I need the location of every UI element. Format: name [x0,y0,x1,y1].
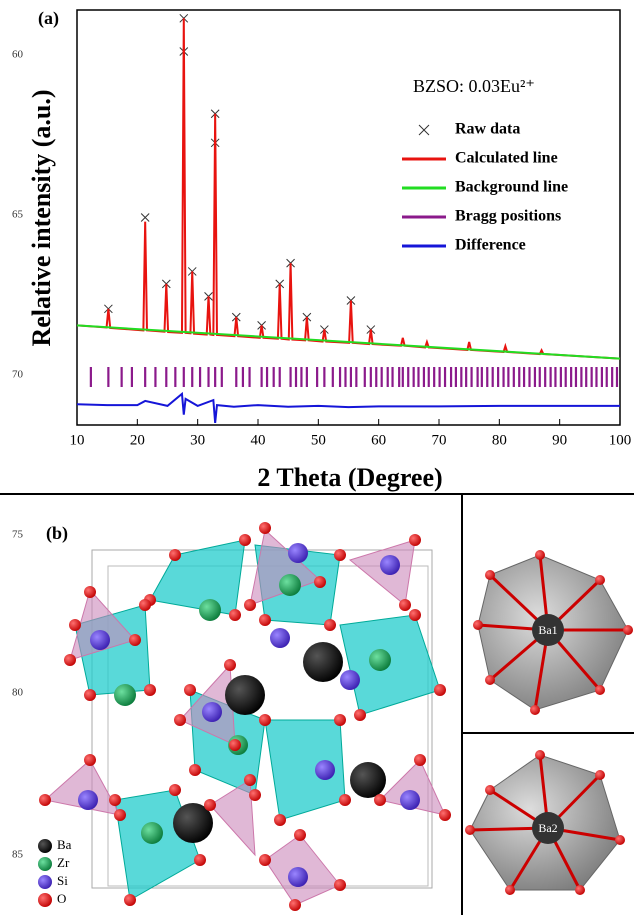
panel-label: (b) [46,523,68,544]
legend-swatch [38,857,52,871]
atom-zr [114,684,136,706]
x-tick-label: 50 [311,432,326,448]
legend-label: Difference [455,237,526,254]
line-number: 65 [12,209,24,221]
atom-si [90,630,110,650]
raw-point [140,213,150,222]
chart: (a) BZSO: 0.03Eu²⁺ 2 Theta (Degree) Rela… [27,8,631,492]
polyhedron [209,779,256,857]
legend-label: Raw data [455,121,520,138]
legend-label: Background line [455,179,568,196]
oxygen-atoms [39,522,451,911]
atom-ba [173,803,213,843]
legend-swatch [38,875,52,889]
x-tick-label: 100 [609,432,632,448]
crystal-structure [39,522,451,911]
atom-legend: Ba Zr Si O [38,837,72,907]
x-tick-label: 20 [130,432,145,448]
legend-swatch [418,124,430,136]
legend-label: Ba [57,837,72,852]
line-number: 75 [12,529,24,541]
atom-ba [225,675,265,715]
atom-zr [279,574,301,596]
x-axis-title: 2 Theta (Degree) [257,463,442,492]
legend-swatch [38,839,52,853]
x-tick-label: 80 [492,432,507,448]
atom-si [288,867,308,887]
x-tick-label: 40 [251,432,266,448]
site-label: Ba1 [538,623,557,637]
line-numbers: 60 65 70 75 80 85 [12,49,24,861]
panel-label: (a) [38,8,59,29]
legend-label: Zr [57,855,70,870]
legend-label: O [57,891,66,906]
y-axis-title: Relative intensity (a.u.) [27,89,56,346]
bonds [469,754,621,891]
line-number: 80 [12,687,24,699]
atom-si [315,760,335,780]
series-line [76,324,621,360]
atom-zr [141,822,163,844]
x-tick-label: 70 [432,432,447,448]
ba1-polyhedron: Ba1 [473,550,633,715]
series-line [76,391,620,424]
annotation: BZSO: 0.03Eu²⁺ [413,76,535,96]
line-number: 70 [12,369,24,381]
legend-label: Calculated line [455,150,558,167]
polyhedron [149,539,246,616]
x-tick-label: 10 [70,432,85,448]
x-tick-label: 60 [371,432,386,448]
atom-ba [303,642,343,682]
line-number: 60 [12,49,24,61]
atom-ba [532,614,564,646]
atom-ba [350,762,386,798]
atom-ba [532,812,564,844]
structure-panel: (b) [0,493,634,915]
x-tick-label: 90 [552,432,567,448]
atom-si [380,555,400,575]
line-number: 85 [12,849,24,861]
atom-zr [199,599,221,621]
site-label: Ba2 [538,821,557,835]
atom-zr [369,649,391,671]
legend-label: Bragg positions [455,208,561,225]
oxygen-atoms [465,750,625,895]
polyhedron [348,539,416,606]
atom-si [270,628,290,648]
atom-si [202,702,222,722]
x-tick-label: 30 [190,432,205,448]
atom-si [78,790,98,810]
plot-frame [76,9,621,426]
polyhedron [339,614,441,716]
atom-si [400,790,420,810]
atom-si [288,543,308,563]
atom-si [340,670,360,690]
legend-swatch [38,893,52,907]
legend-label: Si [57,873,68,888]
ba2-polyhedron: Ba2 [465,750,625,895]
oxygen-atoms [473,550,633,715]
